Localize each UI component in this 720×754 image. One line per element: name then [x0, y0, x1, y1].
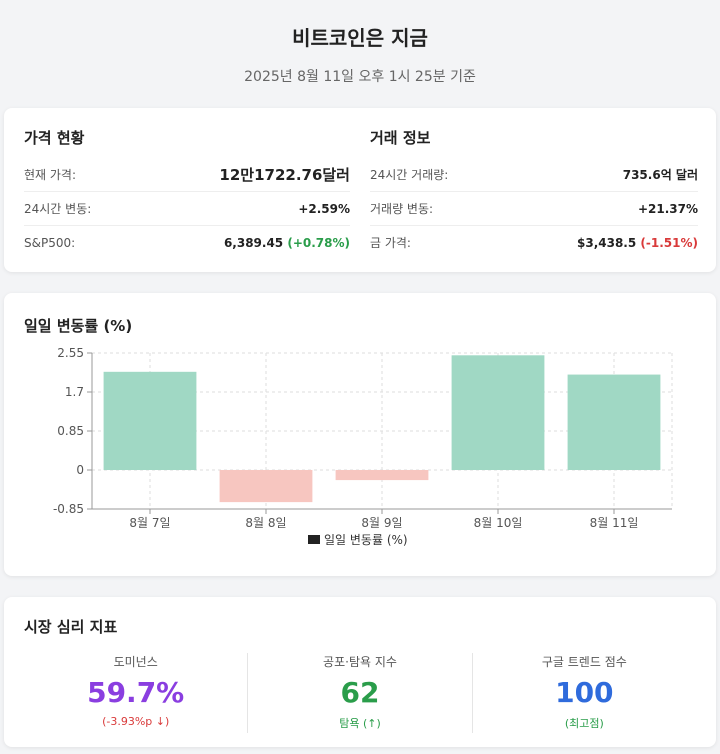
current-price-label: 현재 가격: [24, 168, 77, 182]
gold-price-label: 금 가격: [370, 236, 411, 250]
google-trends-metric: 구글 트렌드 점수 100 (최고점) [473, 653, 696, 733]
bar [103, 371, 197, 470]
page-subtitle: 2025년 8월 11일 오후 1시 25분 기준 [244, 69, 476, 85]
dominance-value: 59.7% [87, 676, 185, 709]
trade-info-section: 거래 정보 24시간 거래량: 735.6억 달러 거래량 변동: +21.37… [370, 128, 698, 259]
sp500-row: S&P500: 6,389.45 (+0.78%) [24, 226, 350, 259]
volume-change-row: 거래량 변동: +21.37% [370, 192, 698, 226]
current-price-row: 현재 가격: 12만1722.76달러 [24, 158, 350, 192]
change-24h-value: +2.59% [298, 201, 350, 216]
change-24h-label: 24시간 변동: [24, 202, 92, 216]
sp500-change: (+0.78%) [287, 235, 350, 250]
legend-swatch [308, 535, 320, 544]
bar [335, 470, 429, 481]
sentiment-metrics: 도미넌스 59.7% (-3.93%p ↓) 공포·탐욕 지수 62 탐욕 (↑… [24, 653, 696, 733]
google-trends-status: (최고점) [564, 717, 604, 730]
fear-greed-metric: 공포·탐욕 지수 62 탐욕 (↑) [248, 653, 473, 733]
bar [567, 374, 661, 470]
price-status-heading: 가격 현황 [24, 129, 85, 147]
x-tick-label: 8월 11일 [590, 516, 639, 530]
current-price-value: 12만1722.76달러 [219, 166, 350, 184]
sentiment-card: 시장 심리 지표 도미넌스 59.7% (-3.93%p ↓) 공포·탐욕 지수… [4, 597, 716, 747]
y-tick-label: -0.85 [53, 502, 84, 516]
bar [451, 355, 545, 470]
sentiment-heading: 시장 심리 지표 [24, 618, 118, 636]
x-tick-label: 8월 10일 [474, 516, 523, 530]
dominance-change: (-3.93%p ↓) [102, 715, 170, 728]
volume-change-label: 거래량 변동: [370, 202, 434, 216]
google-trends-label: 구글 트렌드 점수 [541, 655, 627, 669]
gold-price-row: 금 가격: $3,438.5 (-1.51%) [370, 226, 698, 259]
chart-title: 일일 변동률 (%) [24, 317, 133, 335]
trade-info-heading: 거래 정보 [370, 129, 431, 147]
google-trends-value: 100 [555, 676, 614, 709]
sp500-label: S&P500: [24, 235, 76, 250]
y-tick-label: 2.55 [57, 346, 84, 360]
price-status-section: 가격 현황 현재 가격: 12만1722.76달러 24시간 변동: +2.59… [24, 128, 350, 259]
page-title: 비트코인은 지금 [292, 26, 428, 50]
dominance-label: 도미넌스 [113, 655, 158, 669]
gold-price-value: $3,438.5 [577, 235, 637, 250]
volume-value: 735.6억 달러 [622, 168, 698, 182]
x-tick-label: 8월 9일 [361, 516, 402, 530]
change-24h-row: 24시간 변동: +2.59% [24, 192, 350, 226]
y-tick-label: 0 [76, 463, 84, 477]
x-tick-label: 8월 8일 [245, 516, 286, 530]
volume-change-value: +21.37% [637, 201, 698, 216]
fear-greed-status: 탐욕 (↑) [339, 717, 381, 730]
daily-change-chart-card: 2.55 1.7 0.85 0 -0.85 8월 7일 8월 8일 8월 9일 8월 10일 8월… [4, 293, 716, 576]
daily-change-chart: 2.55 1.7 0.85 0 -0.85 8월 7일 8월 8일 8월 9일 8월 10일 8월… [53, 346, 673, 547]
y-tick-label: 0.85 [57, 424, 84, 438]
legend-label: 일일 변동률 (%) [324, 533, 408, 547]
fear-greed-value: 62 [340, 676, 380, 709]
sp500-value-group: 6,389.45 (+0.78%) [224, 236, 350, 250]
y-tick-label: 1.7 [65, 385, 84, 399]
fear-greed-label: 공포·탐욕 지수 [323, 655, 397, 669]
volume-row: 24시간 거래량: 735.6억 달러 [370, 158, 698, 192]
volume-label: 24시간 거래량: [370, 168, 449, 182]
sp500-value: 6,389.45 [223, 235, 284, 250]
gold-price-value-group: $3,438.5 (-1.51%) [577, 236, 698, 250]
dominance-metric: 도미넌스 59.7% (-3.93%p ↓) [24, 653, 249, 733]
bar [219, 470, 313, 503]
market-info-card: 가격 현황 현재 가격: 12만1722.76달러 24시간 변동: +2.59… [4, 108, 716, 272]
gold-price-change: (-1.51%) [640, 235, 698, 250]
x-tick-label: 8월 7일 [129, 516, 170, 530]
